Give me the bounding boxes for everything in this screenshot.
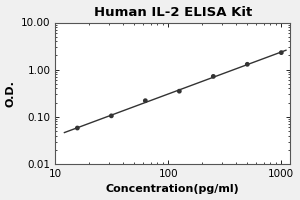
Point (211, 75, 216, 78)
Point (75, 126, 80, 130)
Point (177, 90, 182, 93)
Y-axis label: O.D.: O.D. (6, 80, 16, 107)
Title: Human IL-2 ELISA Kit: Human IL-2 ELISA Kit (94, 6, 252, 19)
X-axis label: Concentration(pg/ml): Concentration(pg/ml) (106, 184, 240, 194)
Point (279, 51, 284, 54)
Point (143, 99, 148, 102)
Point (109, 114, 114, 117)
Point (245, 63, 250, 66)
